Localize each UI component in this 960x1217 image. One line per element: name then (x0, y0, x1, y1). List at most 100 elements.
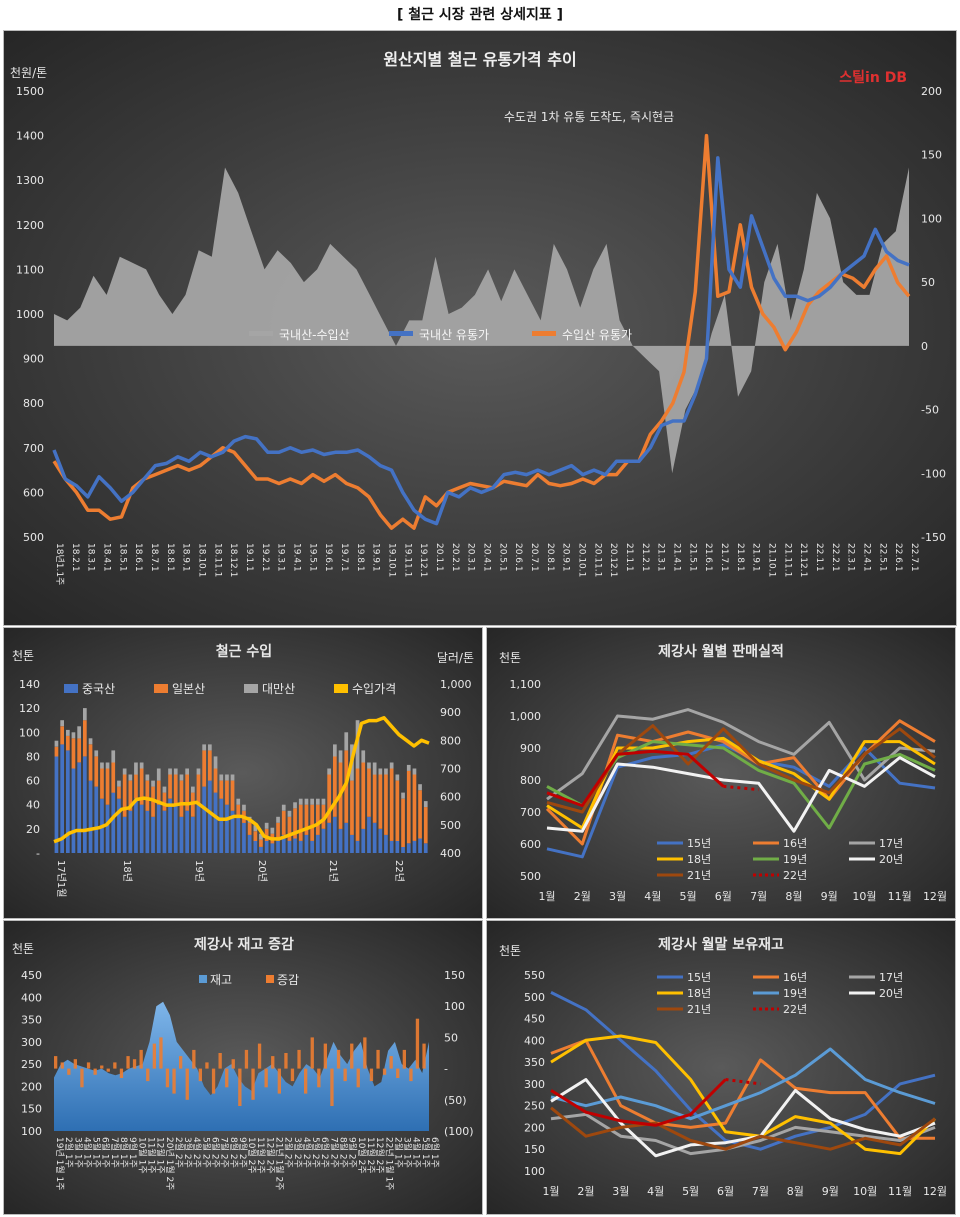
chart-title: 제강사 재고 증감 (194, 936, 294, 953)
bar-일본산 (117, 786, 121, 799)
x-tick-label: 18년1.1주 (54, 543, 65, 585)
y-tick-label: 300 (21, 1036, 42, 1049)
x-tick-label: 5월 (682, 1185, 699, 1198)
y-tick-label: 500 (524, 991, 545, 1004)
stock-change-chart: 제강사 재고 증감 천톤 100 150 200 250 300 350 400 450 (100)… (12, 936, 474, 1190)
sales-panel: 제강사 월별 판매실적 천톤 500 600 700 800 900 1,000 1,100 1월… (486, 627, 956, 919)
y-tick-label: 700 (520, 806, 541, 819)
bar-중국산 (378, 828, 383, 853)
x-tick-label: 2월 1주 (392, 1137, 404, 1168)
x-tick-label: 17년1월 (55, 860, 67, 898)
series-line-22년-forecast (725, 1078, 761, 1086)
series-line-20년 (550, 1078, 936, 1158)
bar-change (409, 1068, 413, 1082)
x-tick-label: 21.11.1 (782, 543, 792, 577)
bar-change (93, 1068, 97, 1075)
y-tick-label: 150 (524, 1143, 545, 1156)
bar-대만산 (423, 801, 428, 808)
bar-중국산 (151, 816, 155, 853)
bar-중국산 (156, 804, 161, 853)
y2-tick-label: 1,000 (440, 678, 472, 691)
bar-일본산 (395, 780, 400, 841)
bar-대만산 (139, 762, 144, 769)
bar-일본산 (219, 780, 224, 799)
x-tick-label: 18.5.1 (117, 543, 127, 572)
bar-일본산 (122, 774, 127, 817)
chart-title: 제강사 월별 판매실적 (658, 643, 784, 660)
bar-중국산 (406, 843, 411, 853)
y2-axis-label: 달러/톤 (437, 651, 474, 665)
y2-tick-label: 200 (921, 85, 942, 98)
bar-일본산 (139, 768, 144, 805)
bar-대만산 (236, 798, 241, 805)
bar-중국산 (264, 840, 269, 853)
bar-change (336, 1049, 341, 1069)
legend-label: 21년 (687, 1003, 711, 1016)
x-tick-label: 10월 (853, 1185, 877, 1198)
bar-change (172, 1068, 176, 1094)
x-tick-label: 20.11.1 (592, 543, 602, 577)
x-tick-label: 20.12.1 (608, 543, 618, 577)
bar-change (415, 1018, 420, 1069)
x-tick-label: 19.9.1 (371, 543, 381, 572)
y-axis-label: 천원/톤 (10, 65, 47, 80)
bar-중국산 (327, 822, 331, 853)
bar-일본산 (145, 780, 150, 811)
bar-중국산 (162, 810, 167, 854)
bar-일본산 (418, 790, 422, 839)
bar-대만산 (202, 744, 206, 751)
legend-swatch (154, 684, 168, 693)
bar-change (264, 1068, 268, 1088)
y-tick-label: 600 (23, 486, 44, 499)
bar-중국산 (179, 816, 184, 853)
x-tick-label: 20.7.1 (529, 543, 539, 572)
x-tick-label: 2월 2주 (173, 1137, 185, 1168)
bar-change (126, 1056, 130, 1069)
bar-중국산 (213, 792, 218, 853)
series-line-price (53, 716, 430, 844)
bar-일본산 (185, 774, 189, 811)
bar-대만산 (242, 804, 246, 811)
x-tick-label: 19.3.1 (276, 543, 286, 572)
y2-tick-label: -150 (921, 531, 946, 544)
bar-중국산 (270, 843, 275, 853)
bar-change (159, 1037, 163, 1069)
bar-대만산 (418, 784, 422, 791)
legend-label: 재고 (210, 973, 232, 987)
bar-대만산 (259, 833, 263, 840)
bar-change (297, 1049, 301, 1069)
y-tick-label: 500 (520, 870, 541, 883)
bar-change (323, 1043, 327, 1069)
x-tick-label: 11월 (888, 1185, 912, 1198)
y-tick-label: 20 (26, 823, 40, 836)
y2-tick-label: 50 (444, 1031, 458, 1044)
y2-tick-label: 600 (440, 791, 461, 804)
bar-중국산 (384, 834, 388, 853)
y-tick-label: 700 (23, 442, 44, 455)
x-tick-label: 20.6.1 (513, 543, 523, 572)
y2-tick-label: 100 (921, 212, 942, 225)
bar-대만산 (310, 798, 314, 805)
x-tick-label: 18.3.1 (86, 543, 96, 572)
bar-일본산 (367, 768, 371, 817)
chart-title: 제강사 월말 보유재고 (658, 936, 784, 953)
bar-중국산 (395, 840, 400, 853)
bar-change (67, 1068, 71, 1075)
x-tick-label: 9월 (821, 890, 838, 903)
bar-대만산 (253, 825, 258, 832)
y-tick-label: 600 (520, 838, 541, 851)
x-tick-label: 20.3.1 (466, 543, 476, 572)
bar-대만산 (128, 774, 133, 781)
legend-label: 18년 (687, 853, 711, 866)
bar-대만산 (122, 768, 127, 775)
x-tick-label: 8월 (785, 890, 802, 903)
bar-change (205, 1062, 209, 1069)
bar-change (185, 1068, 189, 1100)
x-tick-label: 5월 2주 (310, 1137, 322, 1168)
x-tick-label: 18.2.1 (70, 543, 80, 572)
bar-대만산 (156, 768, 161, 781)
x-tick-label: 12월 2주 (264, 1137, 276, 1174)
bar-change (152, 1043, 156, 1069)
chart-title: 철근 수입 (216, 644, 272, 660)
bar-일본산 (287, 816, 292, 841)
